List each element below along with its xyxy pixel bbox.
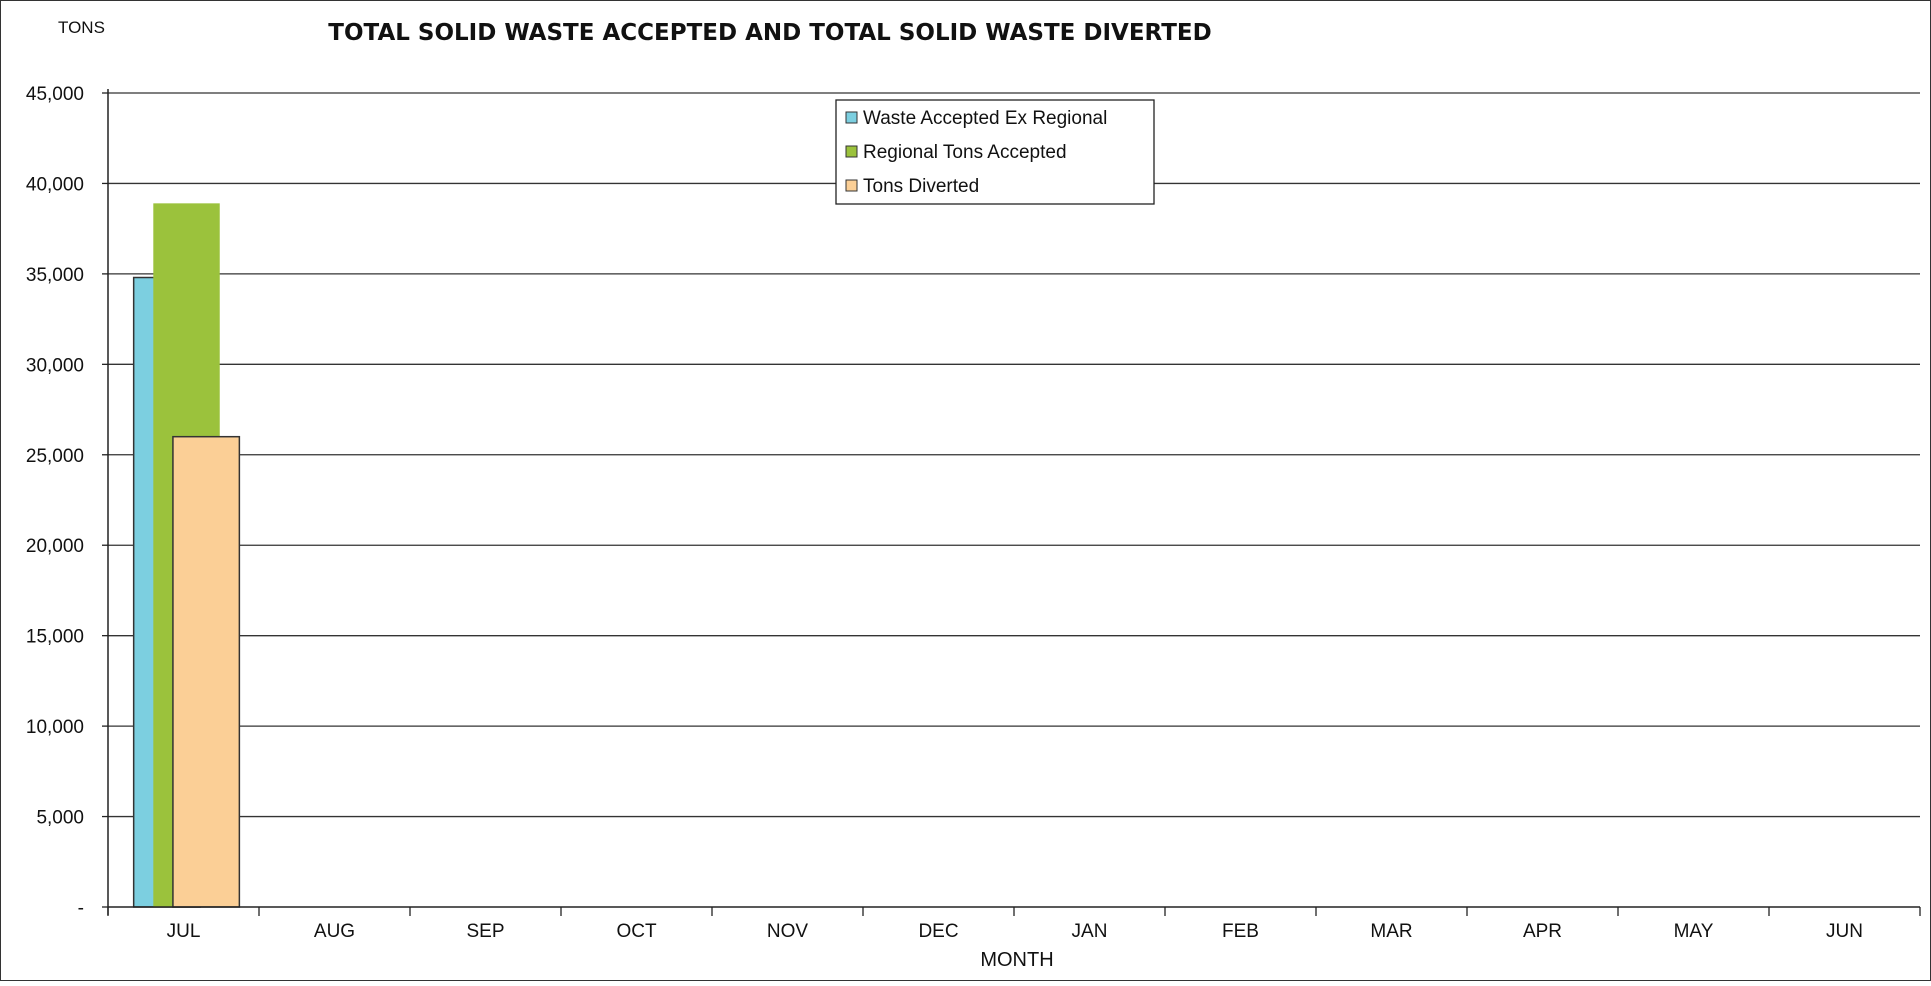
x-tick-label-jan: JAN <box>1072 921 1108 942</box>
x-tick-label-mar: MAR <box>1370 921 1412 942</box>
chart-title: TOTAL SOLID WASTE ACCEPTED AND TOTAL SOL… <box>328 20 1211 46</box>
x-axis-label: MONTH <box>980 949 1053 971</box>
x-tick-label-oct: OCT <box>616 921 657 942</box>
legend-swatch-regional-tons-accepted <box>845 145 858 158</box>
legend-label-tons-diverted: Tons Diverted <box>863 176 979 197</box>
y-tick-label: 5,000 <box>36 808 84 829</box>
x-tick-label-sep: SEP <box>466 921 504 942</box>
legend-label-waste-accepted-ex-regional: Waste Accepted Ex Regional <box>863 108 1107 129</box>
y-axis-ticks: 45,000 40,000 35,000 30,000 25,000 20,000 15,0… <box>26 84 108 919</box>
x-tick-label-dec: DEC <box>918 921 958 942</box>
y-tick-label: 30,000 <box>26 355 84 376</box>
bars <box>132 203 241 908</box>
y-tick-label: 20,000 <box>26 536 84 557</box>
y-tick-label: 10,000 <box>26 717 84 738</box>
legend-swatch-tons-diverted <box>845 179 858 192</box>
x-axis-ticks: JUL AUG SEP OCT NOV DEC JAN FEB MAR APR MAY JUN <box>107 907 1921 942</box>
legend: Waste Accepted Ex Regional Regional Tons … <box>835 99 1155 205</box>
x-tick-label-feb: FEB <box>1222 921 1259 942</box>
x-tick-label-nov: NOV <box>767 921 809 942</box>
x-tick-label-may: MAY <box>1674 921 1714 942</box>
x-tick-label-apr: APR <box>1523 921 1562 942</box>
y-tick-label: 25,000 <box>26 446 84 467</box>
y-tick-label: 15,000 <box>26 627 84 648</box>
y-tick-label: 40,000 <box>26 174 84 195</box>
legend-swatch-waste-accepted-ex-regional <box>845 111 858 124</box>
gridlines <box>108 92 1920 818</box>
y-axis-label: TONS <box>58 18 105 37</box>
x-tick-label-jun: JUN <box>1826 921 1863 942</box>
bar-tons-diverted-jul <box>172 435 241 908</box>
y-tick-label: 45,000 <box>26 84 84 105</box>
legend-box <box>835 99 1155 205</box>
y-tick-label: - <box>78 898 84 919</box>
legend-label-regional-tons-accepted: Regional Tons Accepted <box>863 142 1067 163</box>
x-tick-label-jul: JUL <box>167 921 201 942</box>
x-tick-label-aug: AUG <box>314 921 355 942</box>
y-tick-label: 35,000 <box>26 265 84 286</box>
